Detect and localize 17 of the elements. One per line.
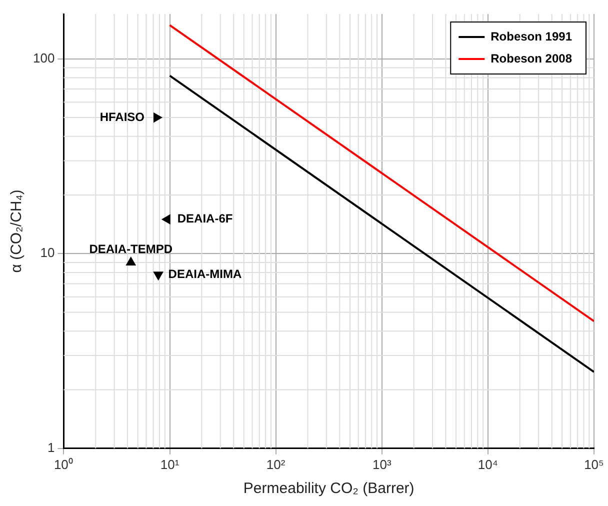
x-tick-label: 10² <box>266 456 286 472</box>
x-tick-label: 10⁰ <box>54 456 74 472</box>
x-tick-label: 10³ <box>372 456 392 472</box>
x-tick-label: 10¹ <box>160 456 180 472</box>
y-axis-title: α (CO₂/CH₄) <box>8 190 26 273</box>
y-tick-label: 10 <box>40 245 55 260</box>
x-axis-title: Permeability CO₂ (Barrer) <box>243 480 414 498</box>
y-tick-label: 1 <box>47 440 55 455</box>
legend-label: Robeson 1991 <box>490 29 572 44</box>
series-label: DEAIA-MIMA <box>168 266 242 281</box>
y-tick-label: 100 <box>32 50 55 66</box>
series-label: DEAIA-TEMPD <box>89 242 173 256</box>
x-tick-label: 10⁴ <box>478 456 498 472</box>
series-label: HFAISO <box>100 110 144 124</box>
series-label: DEAIA-6F <box>177 212 233 226</box>
legend-label: Robeson 2008 <box>490 51 572 66</box>
x-tick-label: 10⁵ <box>584 456 604 472</box>
